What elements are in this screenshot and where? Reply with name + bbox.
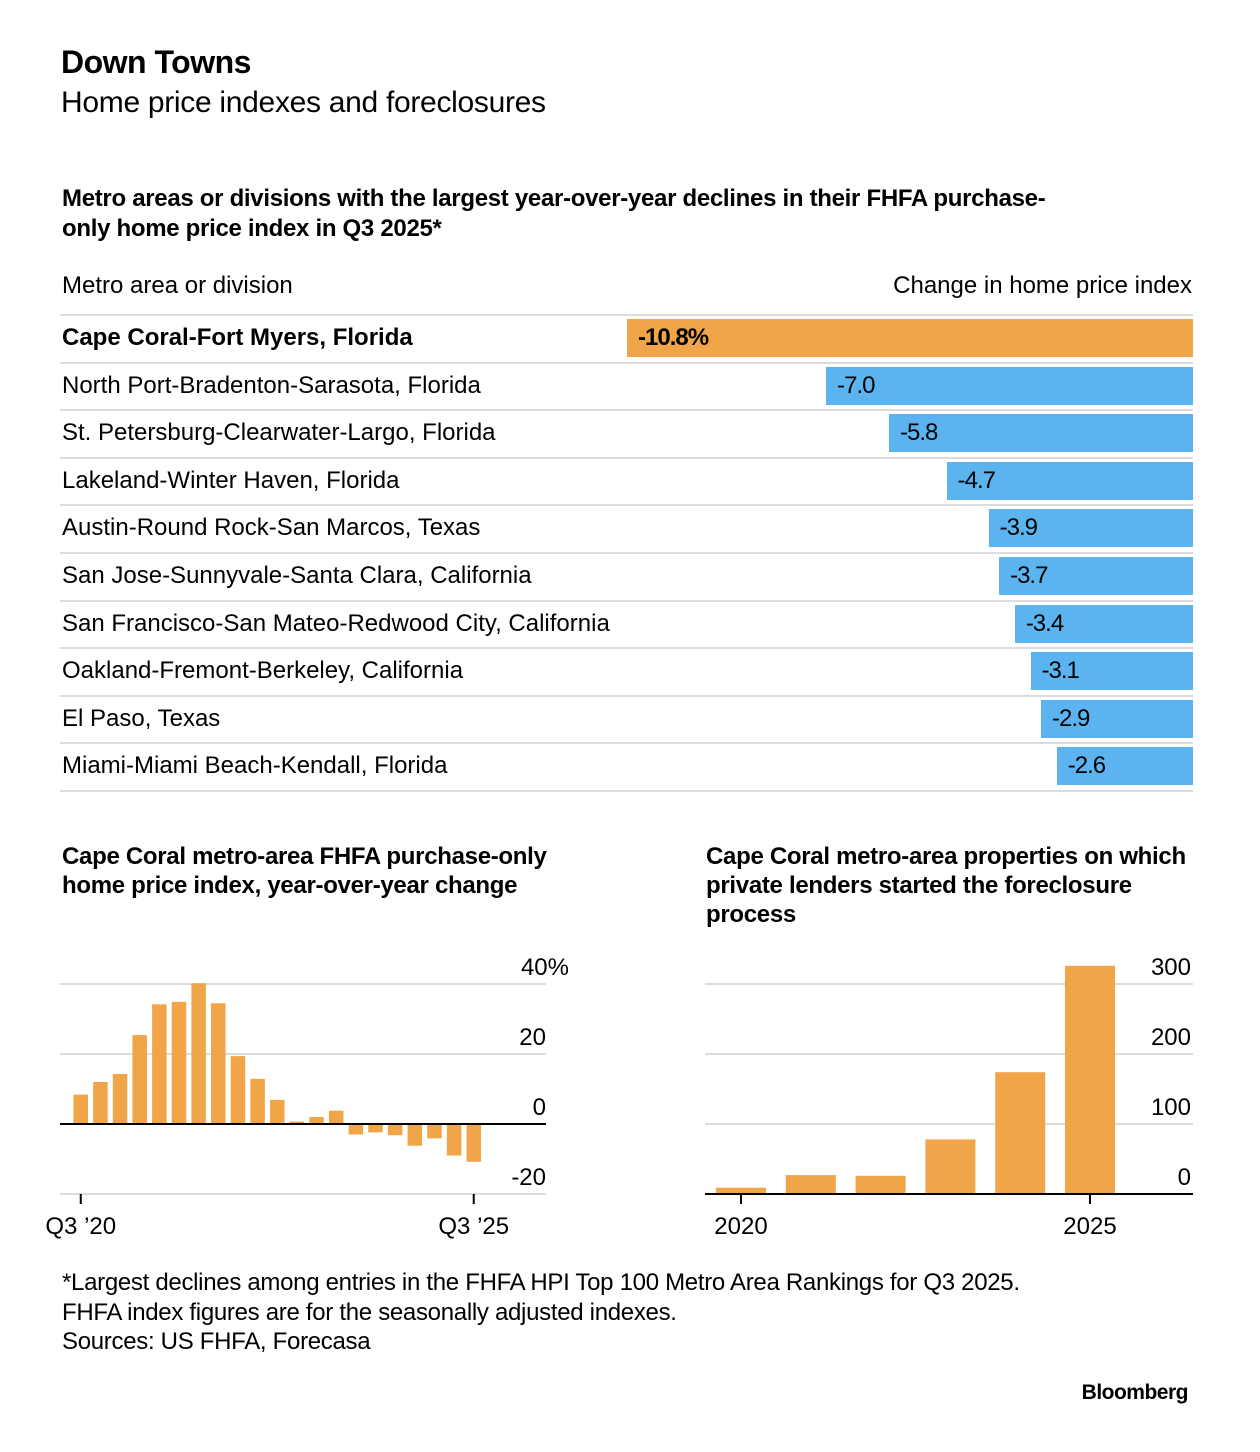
change-value-label: -5.8 [900,419,938,447]
change-value-label: -3.9 [999,514,1038,542]
foreclosure-bar [925,1139,976,1194]
ranking-row: St. Petersburg-Clearwater-Largo, Florida… [60,409,1193,457]
metro-name: Miami-Miami Beach-Kendall, Florida [62,752,448,780]
metro-name: North Port-Bradenton-Sarasota, Florida [62,371,481,399]
metro-name: Oakland-Fremont-Berkeley, California [62,657,464,685]
hpi-bar [132,1035,147,1124]
hpi-bar [230,1056,246,1124]
ranking-row: El Paso, Texas -2.9 [60,694,1193,743]
hpi-bar [407,1124,423,1146]
change-bar [1041,699,1193,738]
hpi-bar [171,1001,187,1124]
hpi-bar [328,1110,344,1124]
hpi-bar [73,1094,88,1124]
change-bar [1030,652,1193,691]
column-header-metro: Metro area or division [62,272,293,299]
ranking-row: Miami-Miami Beach-Kendall, Florida -2.6 [60,742,1193,792]
hpi-bar [289,1121,305,1124]
ranking-row: San Jose-Sunnyvale-Santa Clara, Californ… [60,551,1193,600]
change-value-label: -3.7 [1010,561,1048,589]
ranking-row: Austin-Round Rock-San Marcos, Texas -3.9 [60,504,1193,552]
change-value-label: -10.8% [638,324,709,351]
hpi-bar [446,1124,462,1156]
metro-name: Austin-Round Rock-San Marcos, Texas [62,514,481,542]
change-bar [826,366,1193,405]
change-value-label: -3.4 [1025,609,1064,637]
chart-subtitle: Home price indexes and foreclosures [61,86,546,119]
foreclosure-bar [785,1175,836,1194]
bloomberg-logo: Bloomberg [1081,1381,1189,1404]
hpi-bar [368,1124,383,1133]
ranking-row: Lakeland-Winter Haven, Florida -4.7 [60,456,1193,505]
foreclosure-chart: 300 200 100 0 2020 2025 [705,954,1193,1240]
column-header-change: Change in home price index [893,272,1192,299]
hpi-bar [250,1078,265,1124]
ranking-row: San Francisco-San Mateo-Redwood City, Ca… [60,599,1193,648]
footnote-line-1: *Largest declines among entries in the F… [62,1269,1020,1296]
change-value-label: -4.7 [957,466,996,494]
hpi-bar [270,1099,285,1124]
metro-name: San Francisco-San Mateo-Redwood City, Ca… [62,609,610,637]
metro-name: Cape Coral-Fort Myers, Florida [62,324,413,351]
ranking-row: Cape Coral-Fort Myers, Florida -10.8% [60,314,1193,362]
y-tick-label: 0 [1178,1164,1191,1191]
change-bar [946,461,1193,500]
change-bar [1056,747,1193,786]
y-tick-label: 100 [1151,1094,1191,1121]
hpi-bar [152,1004,167,1124]
change-bar [889,414,1193,453]
ranking-row: North Port-Bradenton-Sarasota, Florida -7… [60,361,1193,410]
hpi-bar [112,1073,128,1124]
x-tick-label: Q3 ’25 [438,1213,509,1240]
hpi-bar [348,1124,364,1135]
y-tick-label: 40% [521,954,569,981]
hpi-bar [211,1003,226,1124]
change-bar [627,319,1193,357]
hpi-bar [191,983,206,1124]
hpi-bar [387,1124,403,1136]
foreclosure-bar [995,1072,1046,1194]
hpi-bar [93,1082,108,1124]
change-value-label: -2.6 [1067,752,1106,780]
change-value-label: -2.9 [1052,704,1090,732]
x-tick-label: 2020 [714,1213,767,1240]
foreclosure-bar [1065,965,1115,1194]
chart-title: Down Towns [61,44,251,80]
x-tick-label: Q3 ’20 [45,1213,116,1240]
sources: Sources: US FHFA, Forecasa [62,1328,371,1355]
ranking-row: Oakland-Fremont-Berkeley, California -3.1 [60,647,1193,695]
y-tick-label: 0 [533,1094,546,1121]
hpi-bar [466,1124,481,1162]
x-tick-label: 2025 [1063,1213,1116,1240]
metro-name: St. Petersburg-Clearwater-Largo, Florida [62,419,496,447]
change-bar [1014,604,1193,643]
y-tick-label: 20 [519,1024,546,1051]
hpi-yoy-chart: 40% 20 0 -20 Q3 ’20 Q3 ’25 [45,954,569,1240]
metro-name: El Paso, Texas [62,704,221,732]
y-tick-label: -20 [511,1164,546,1191]
metro-name: San Jose-Sunnyvale-Santa Clara, Californ… [62,561,532,589]
y-tick-label: 200 [1151,1024,1191,1051]
change-value-label: -7.0 [837,371,875,399]
hpi-bar [427,1124,442,1139]
foreclosure-bar [716,1187,766,1194]
ranking-title: Metro areas or divisions with the larges… [62,185,1046,242]
ranking-bar-chart: Cape Coral-Fort Myers, Florida -10.8% Nort… [60,314,1193,792]
change-bar [988,509,1193,548]
change-bar [999,556,1193,595]
foreclosure-chart-title: Cape Coral metro-area properties on whic… [706,843,1186,928]
foreclosure-bar [855,1175,906,1194]
y-tick-label: 300 [1151,954,1191,981]
footnote: *Largest declines among entries in the F… [62,1268,1020,1357]
hpi-chart-title: Cape Coral metro-area FHFA purchase-only… [62,843,547,899]
footnote-line-2: FHFA index figures are for the seasonall… [62,1298,677,1326]
hpi-bar [309,1117,324,1124]
change-value-label: -3.1 [1041,657,1080,685]
metro-name: Lakeland-Winter Haven, Florida [62,466,400,494]
